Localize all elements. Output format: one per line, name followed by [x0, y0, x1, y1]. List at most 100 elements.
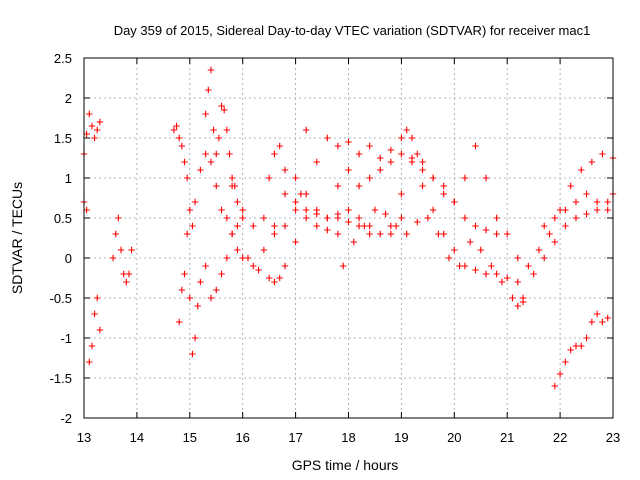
- data-point: [83, 130, 90, 138]
- data-point: [223, 214, 231, 222]
- x-tick-label: 22: [553, 430, 567, 445]
- data-point: [218, 270, 225, 278]
- data-point: [419, 158, 426, 166]
- data-point: [445, 254, 453, 262]
- data-point: [94, 126, 101, 134]
- data-point: [382, 210, 389, 218]
- x-tick-label: 23: [606, 430, 620, 445]
- data-point: [604, 198, 611, 206]
- data-point: [366, 142, 373, 150]
- data-point: [377, 230, 384, 238]
- x-tick-label: 18: [341, 430, 355, 445]
- x-tick-labels: 13 14 15 16 17 18 19 20 21 22 23: [77, 430, 620, 445]
- data-point: [429, 174, 437, 182]
- data-point: [593, 198, 601, 206]
- data-point: [218, 102, 225, 110]
- data-point: [324, 214, 331, 222]
- data-point: [583, 190, 590, 198]
- data-point: [562, 206, 569, 214]
- data-point: [461, 262, 469, 270]
- data-point: [86, 110, 93, 118]
- series-sat-r: [551, 310, 611, 390]
- data-point: [604, 314, 611, 322]
- data-point: [250, 262, 257, 270]
- chart-title: Day 359 of 2015, Sidereal Day-to-day VTE…: [114, 23, 591, 38]
- data-point: [213, 182, 220, 190]
- data-point: [123, 278, 130, 286]
- data-point: [588, 318, 596, 326]
- data-point: [186, 294, 193, 302]
- data-point: [350, 238, 357, 246]
- series-sat-i: [234, 126, 320, 286]
- data-point: [228, 182, 236, 190]
- data-point: [366, 230, 373, 238]
- data-point: [514, 254, 521, 262]
- y-tick-label: -2: [60, 411, 72, 426]
- data-point: [472, 266, 479, 274]
- data-point: [117, 246, 125, 254]
- data-point: [377, 154, 384, 162]
- data-point: [239, 206, 246, 214]
- data-point: [234, 222, 241, 230]
- data-point: [514, 278, 521, 286]
- data-point: [170, 126, 178, 134]
- series-sat-g: [228, 182, 342, 238]
- x-tick-label: 15: [183, 430, 197, 445]
- data-point: [514, 302, 521, 310]
- data-point: [398, 150, 405, 158]
- data-point: [271, 230, 278, 238]
- data-point: [313, 222, 320, 230]
- data-point: [419, 166, 426, 174]
- data-point: [207, 66, 215, 74]
- data-point: [451, 246, 458, 254]
- data-point: [115, 214, 122, 222]
- y-tick-label: -0.5: [50, 291, 72, 306]
- data-point: [546, 230, 553, 238]
- data-point: [414, 218, 421, 226]
- data-point: [551, 214, 559, 222]
- data-point: [440, 230, 447, 238]
- y-tick-label: 2: [65, 91, 72, 106]
- x-tick-label: 16: [235, 430, 249, 445]
- data-point: [593, 206, 601, 214]
- series-sat-a: [80, 110, 104, 158]
- data-point: [176, 318, 183, 326]
- data-point: [223, 254, 231, 262]
- data-point: [493, 230, 500, 238]
- data-point: [345, 206, 352, 214]
- data-point: [599, 150, 606, 158]
- data-point: [109, 254, 117, 262]
- data-point: [281, 262, 289, 270]
- data-point: [202, 262, 209, 270]
- data-point: [562, 222, 569, 230]
- data-point: [207, 294, 215, 302]
- data-point: [345, 218, 352, 226]
- data-point: [181, 270, 188, 278]
- data-point: [440, 182, 447, 190]
- data-point: [541, 222, 548, 230]
- y-tick-label: -1.5: [50, 371, 72, 386]
- y-tick-label: 0: [65, 251, 72, 266]
- data-point: [525, 262, 532, 270]
- x-axis-label: GPS time / hours: [292, 457, 399, 473]
- data-point: [340, 262, 347, 270]
- data-point: [403, 126, 410, 134]
- data-point: [466, 238, 474, 246]
- data-point: [297, 190, 305, 198]
- y-tick-label: -1: [60, 331, 72, 346]
- data-point: [482, 174, 490, 182]
- data-point: [472, 222, 479, 230]
- data-point: [461, 214, 469, 222]
- data-point: [183, 230, 191, 238]
- data-point: [112, 230, 119, 238]
- data-point: [488, 262, 495, 270]
- data-point: [91, 134, 98, 142]
- data-point: [387, 230, 395, 238]
- x-tick-label: 20: [447, 430, 461, 445]
- data-point: [244, 254, 252, 262]
- data-point: [519, 294, 527, 302]
- series-sat-n: [387, 154, 527, 310]
- data-point: [551, 382, 559, 390]
- data-point: [271, 150, 278, 158]
- data-point: [281, 222, 289, 230]
